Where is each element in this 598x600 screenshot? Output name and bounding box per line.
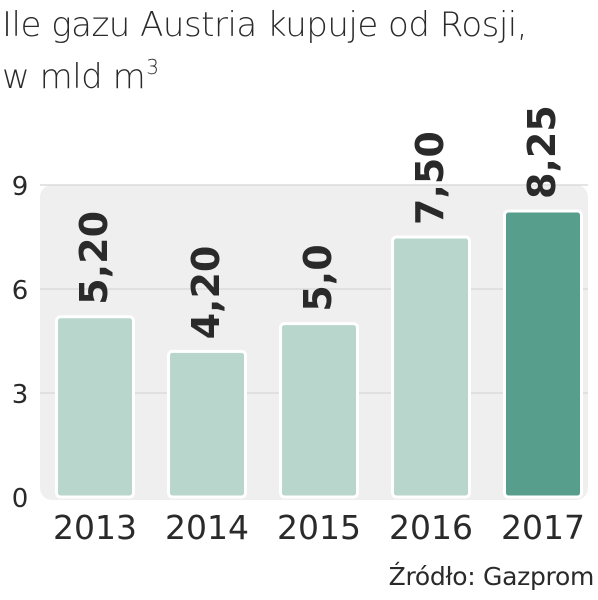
source-note: Źródło: Gazprom [388,562,595,591]
bar [279,322,359,499]
bar [391,235,471,499]
title-line-1: Ile gazu Austria kupuje od Rosji, [2,5,528,45]
x-tick-label: 2015 [277,508,361,547]
title-unit-superscript: 3 [146,55,159,79]
title-line-2: w mld m3 [2,46,592,98]
bar [503,209,583,499]
title-unit: w mld m [2,57,146,97]
y-tick-label: 6 [12,276,29,306]
y-tick-label: 3 [12,380,29,410]
y-tick-label: 0 [12,484,29,514]
chart-title: Ile gazu Austria kupuje od Rosji, w mld … [2,4,592,98]
data-label: 8,25 [520,105,564,199]
bar [167,349,247,499]
x-tick-label: 2013 [53,508,137,547]
y-tick-label: 9 [12,172,29,202]
x-tick-label: 2014 [165,508,249,547]
data-label: 5,0 [296,244,340,311]
bar [55,315,135,499]
x-tick-label: 2017 [501,508,585,547]
data-label: 5,20 [72,211,116,305]
data-label: 4,20 [184,246,228,340]
x-tick-label: 2016 [389,508,473,547]
data-label: 7,50 [408,131,452,225]
